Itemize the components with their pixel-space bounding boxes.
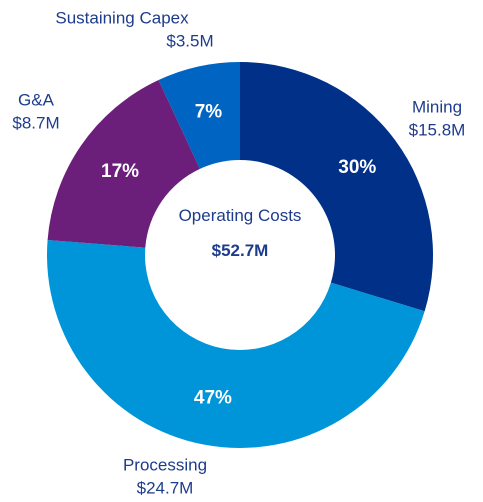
amount-label: $3.5M: [166, 31, 213, 50]
percent-label: 30%: [338, 157, 376, 178]
category-label: Sustaining Capex: [55, 8, 189, 27]
amount-label: $8.7M: [12, 113, 59, 132]
donut-segment: [240, 62, 433, 312]
center-label-box: Operating Costs $52.7M: [175, 203, 305, 263]
category-label: G&A: [18, 90, 55, 109]
percent-label: 47%: [194, 387, 232, 408]
category-label: Mining: [412, 97, 462, 116]
donut-segment: [158, 62, 240, 169]
total-label: $52.7M: [211, 241, 269, 260]
category-label: Processing: [123, 455, 207, 474]
donut-segment: [47, 80, 200, 248]
center-label: Operating Costs: [178, 206, 302, 225]
amount-label: $24.7M: [137, 478, 194, 497]
percent-label: 7%: [195, 101, 223, 122]
donut-segment: [47, 240, 425, 448]
amount-label: $15.8M: [409, 120, 466, 139]
percent-label: 17%: [101, 161, 139, 182]
